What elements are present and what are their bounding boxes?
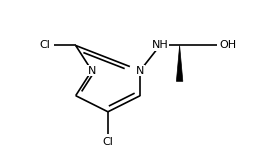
Text: N: N [88, 66, 96, 76]
Text: NH: NH [152, 41, 168, 51]
Text: Cl: Cl [103, 137, 113, 147]
Text: N: N [136, 66, 144, 76]
Text: Cl: Cl [40, 41, 51, 51]
Polygon shape [176, 45, 183, 81]
Text: OH: OH [219, 41, 236, 51]
